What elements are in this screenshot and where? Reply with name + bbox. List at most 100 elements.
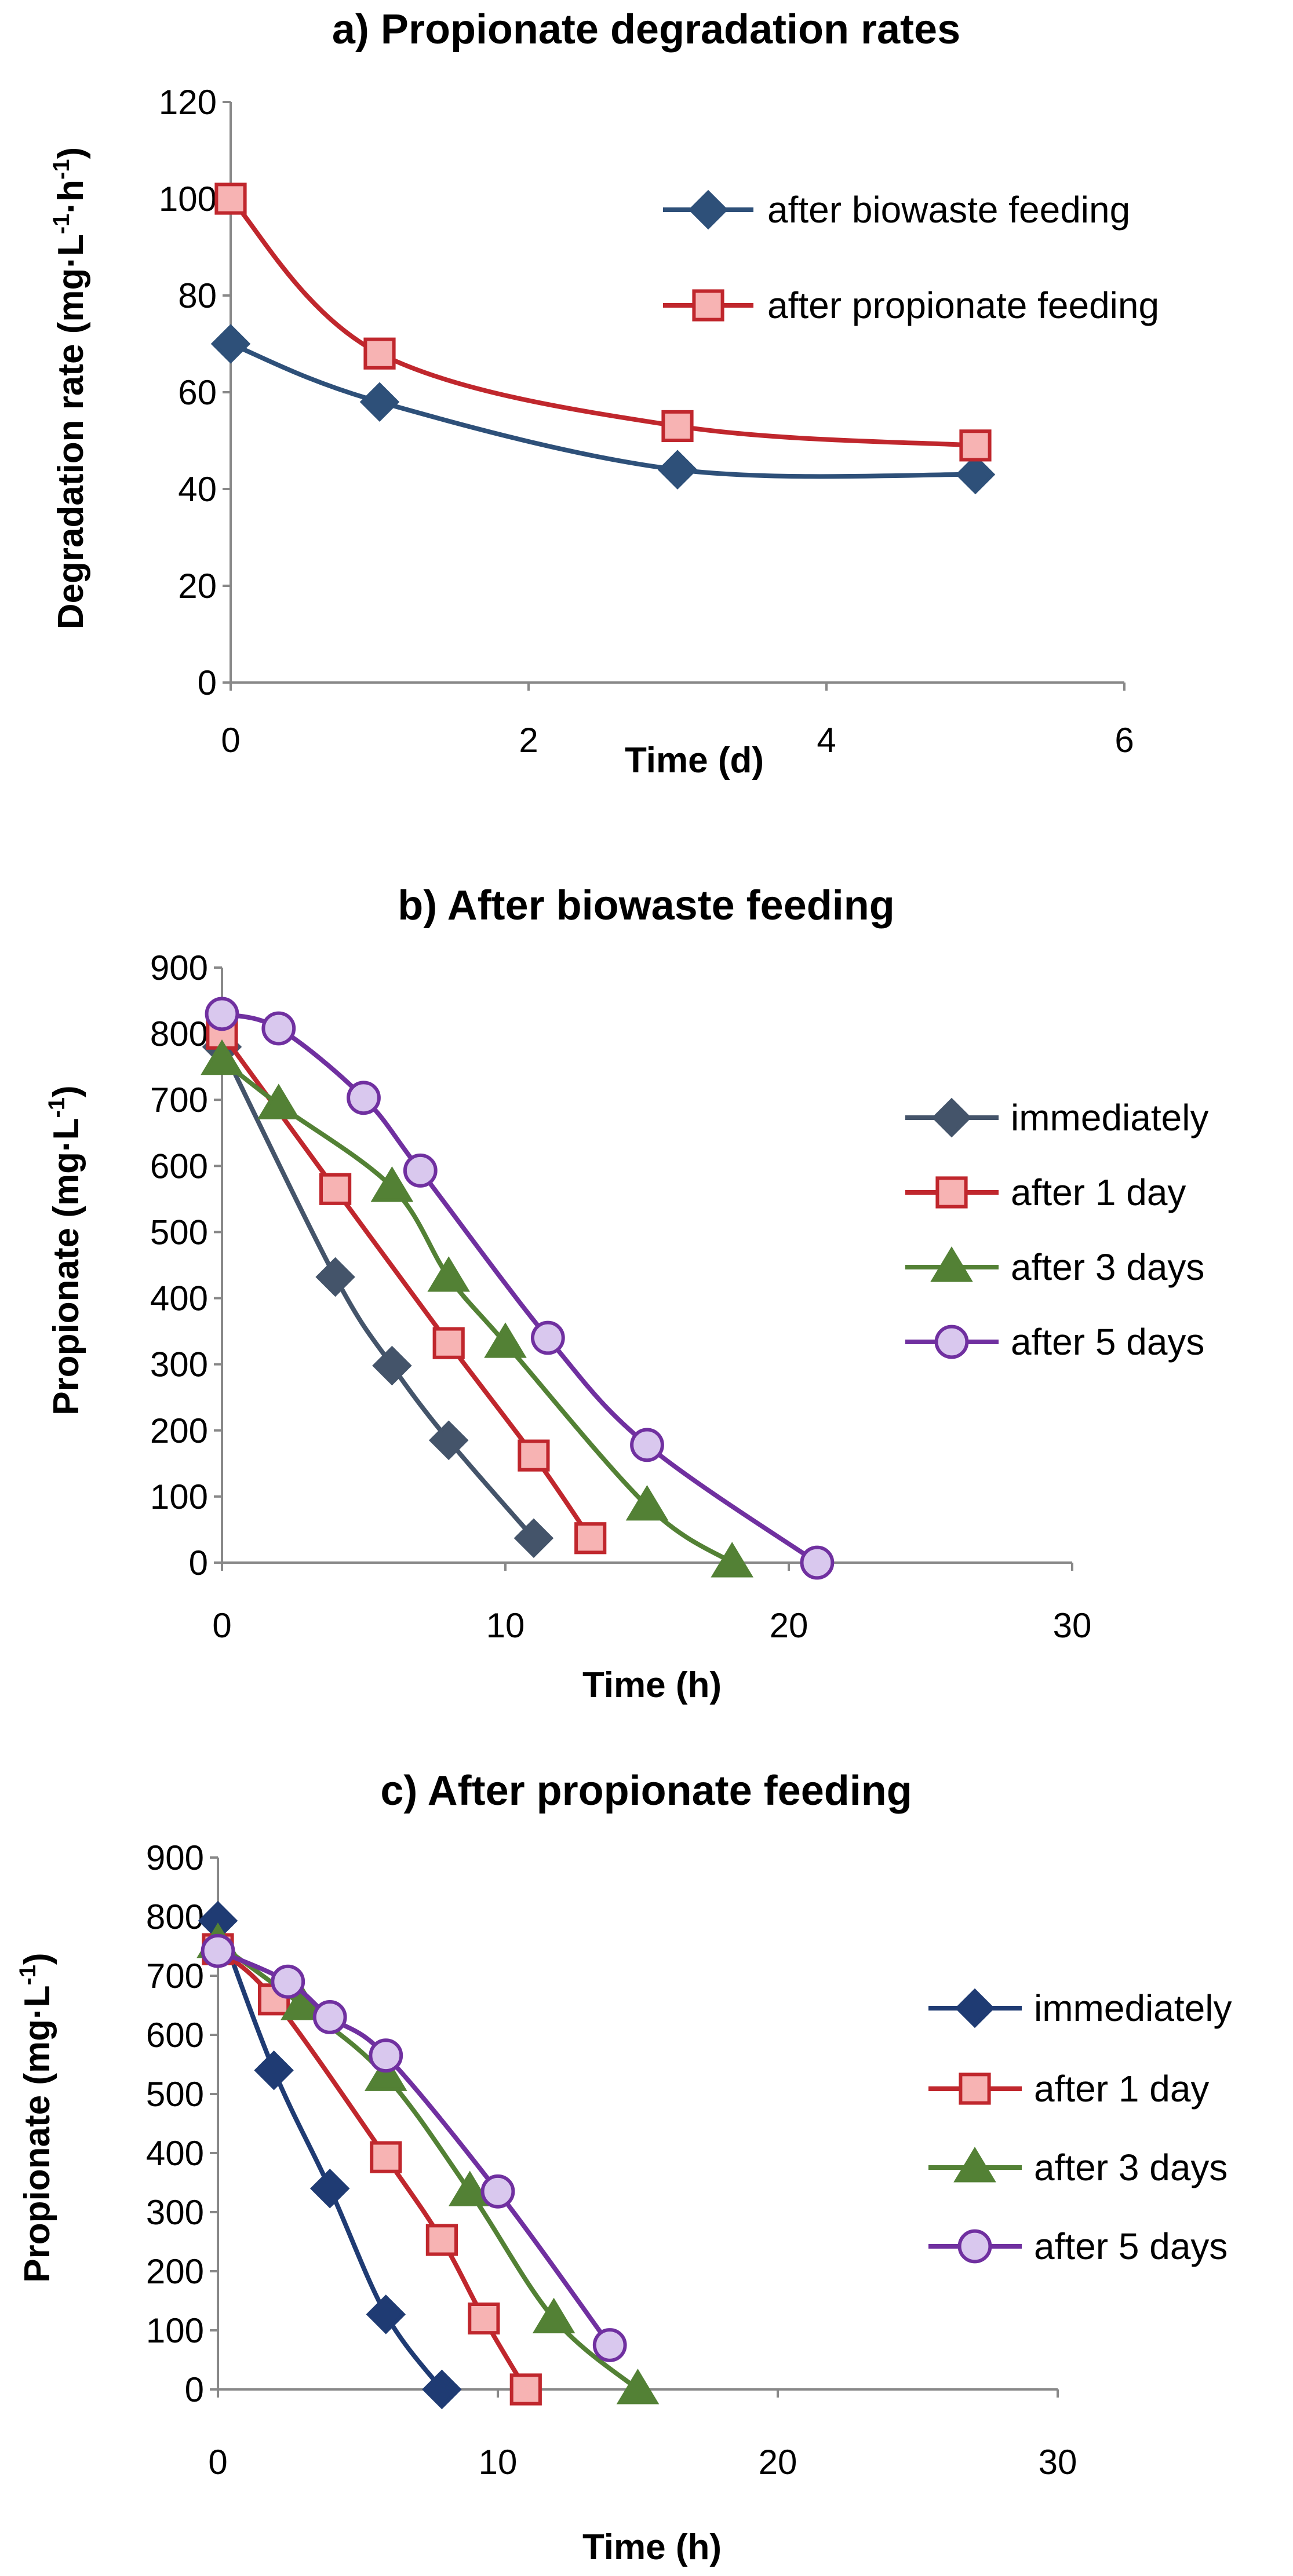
chart-b-series-3-line	[221, 1011, 819, 1565]
chart-b-series-3-point	[403, 1153, 438, 1188]
chart-b-series-2-point	[427, 1256, 470, 1292]
chart-c-legend-label-0: immediately	[1034, 1987, 1232, 2029]
chart-b-ytick-label: 300	[150, 1345, 208, 1384]
chart-c-series-1-point	[370, 2141, 402, 2173]
chart-b-title: b) After biowaste feeding	[398, 882, 894, 929]
chart-a-legend-item-1: after propionate feeding	[663, 284, 1159, 326]
chart-b-xtick-label: 30	[1053, 1606, 1092, 1645]
chart-c-ytick-label: 300	[146, 2193, 204, 2232]
chart-b-legend-marker-3	[934, 1325, 969, 1359]
chart-b-ytick-label: 200	[150, 1411, 208, 1450]
chart-b-series-0-line	[220, 1046, 536, 1540]
chart-c-legend-item-3: after 5 days	[928, 2225, 1228, 2267]
chart-b-ytick-label: 400	[150, 1279, 208, 1318]
chart-b-legend-marker-shape-1	[935, 1176, 968, 1209]
chart-c-series-2-point	[448, 2170, 491, 2206]
chart-b-ytick-label: 700	[150, 1081, 208, 1119]
chart-a-series-1-point	[363, 337, 396, 370]
chart-b-ytick-label: 100	[150, 1477, 208, 1516]
chart-b-series-0-point	[428, 1420, 469, 1461]
chart-b-series-3-point	[630, 1428, 664, 1462]
chart-a-ytick-label: 60	[178, 373, 217, 412]
chart-c-series-3-point	[369, 2038, 403, 2073]
chart-c-ytick-label: 400	[146, 2134, 204, 2173]
chart-a-ytick-label: 120	[159, 83, 217, 122]
chart-b-series-2-point	[625, 1485, 669, 1521]
chart-c-legend-label-1: after 1 day	[1034, 2068, 1209, 2110]
chart-a-legend-marker-shape-1	[692, 289, 724, 322]
chart-c-series-1-point	[509, 2373, 542, 2406]
chart-c-ytick-label: 800	[146, 1898, 204, 1936]
chart-b-series-3-point	[261, 1011, 296, 1046]
chart-c-legend-marker-shape-1	[959, 2073, 991, 2105]
chart-b-ytick-label: 500	[150, 1213, 208, 1251]
chart-a-ytick-label: 40	[178, 470, 217, 509]
chart-a-xtick-label: 0	[221, 721, 240, 760]
chart-c: c) After propionate feeding Propionate (…	[15, 1768, 1232, 2567]
chart-b-legend-item-2: after 3 days	[905, 1246, 1204, 1288]
chart-b-series-1-point	[518, 1439, 550, 1472]
chart-a-legend-label-0: after biowaste feeding	[767, 189, 1130, 231]
chart-c-series-3-point	[312, 2000, 347, 2034]
chart-c-title: c) After propionate feeding	[380, 1768, 912, 1814]
chart-b-ytick-label: 800	[150, 1015, 208, 1053]
chart-c-series-2-point	[365, 2055, 407, 2091]
chart-c-series-3-point	[201, 1933, 235, 1968]
chart-c-series-0-point	[422, 2369, 462, 2410]
chart-a-xtick-label: 2	[519, 721, 538, 760]
chart-a-xtick-label: 4	[817, 721, 836, 760]
chart-a-series-0-point	[955, 454, 996, 495]
chart-b-legend-marker-shape-2	[930, 1246, 973, 1282]
chart-a-legend: after biowaste feeding after propionate …	[663, 189, 1159, 326]
chart-c-xtick-label: 20	[759, 2443, 797, 2482]
chart-c-xtick-label: 0	[208, 2443, 227, 2482]
chart-a-series-0-point	[359, 382, 400, 422]
chart-c-series-0-line	[216, 1920, 444, 2391]
chart-b-legend-item-3: after 5 days	[905, 1321, 1204, 1363]
chart-b-legend-label-0: immediately	[1011, 1097, 1208, 1139]
chart-c-legend-item-1: after 1 day	[928, 2068, 1209, 2110]
chart-b-series-0-point	[315, 1257, 355, 1297]
chart-b-series-0-point	[513, 1518, 554, 1559]
chart-a-legend-marker-shape-0	[688, 189, 729, 230]
chart-b: b) After biowaste feeding Propionate (mg…	[44, 882, 1208, 1705]
chart-a-series-1-point	[959, 429, 992, 462]
chart-b-series-1-line	[220, 1032, 592, 1540]
chart-b-xlabel: Time (h)	[582, 1665, 722, 1705]
chart-c-series-1-point	[468, 2303, 500, 2335]
chart-b-legend-label-3: after 5 days	[1011, 1321, 1204, 1363]
chart-c-legend-marker-2	[953, 2147, 996, 2183]
chart-c-legend-marker-1	[959, 2073, 991, 2105]
chart-c-series-1-point	[425, 2224, 458, 2256]
chart-b-ylabel: Propionate (mg·L-1)	[44, 1085, 86, 1415]
chart-a-series-0-line	[230, 341, 976, 479]
chart-b-series-1-point	[319, 1173, 352, 1205]
chart-b-series-3-point	[800, 1545, 835, 1580]
chart-b-series-2-point	[484, 1322, 527, 1358]
chart-b-legend-marker-2	[930, 1246, 973, 1282]
chart-a: a) Propionate degradation rates Degradat…	[49, 6, 1159, 780]
chart-a-ytick-label: 0	[198, 663, 217, 702]
chart-b-legend-label-1: after 1 day	[1011, 1172, 1186, 1213]
chart-c-legend-label-2: after 3 days	[1034, 2147, 1228, 2188]
chart-b-series-2-point	[201, 1039, 243, 1075]
chart-b-ytick-label: 0	[189, 1544, 208, 1582]
chart-a-legend-marker-0	[688, 189, 729, 230]
chart-c-legend-marker-3	[957, 2229, 992, 2264]
chart-c-series-3-point	[480, 2174, 515, 2209]
chart-b-series-3-point	[347, 1081, 381, 1115]
chart-a-legend-label-1: after propionate feeding	[767, 284, 1159, 326]
chart-a-legend-item-0: after biowaste feeding	[663, 189, 1130, 231]
chart-c-legend-item-0: immediately	[928, 1987, 1232, 2029]
chart-c-series-2-point	[616, 2369, 660, 2404]
chart-b-xtick-label: 0	[212, 1606, 231, 1645]
chart-c-legend: immediately after 1 day after 3 days aft…	[928, 1987, 1232, 2267]
chart-c-ytick-label: 500	[146, 2075, 204, 2114]
chart-c-ytick-label: 900	[146, 1838, 204, 1877]
chart-a-ylabel: Degradation rate (mg·L-1·h-1)	[49, 147, 91, 629]
chart-b-legend-label-2: after 3 days	[1011, 1246, 1204, 1288]
chart-c-series-3-point	[271, 1964, 305, 1999]
chart-b-legend-item-1: after 1 day	[905, 1172, 1186, 1213]
chart-a-xtick-label: 6	[1114, 721, 1134, 760]
chart-b-ytick-label: 900	[150, 948, 208, 987]
